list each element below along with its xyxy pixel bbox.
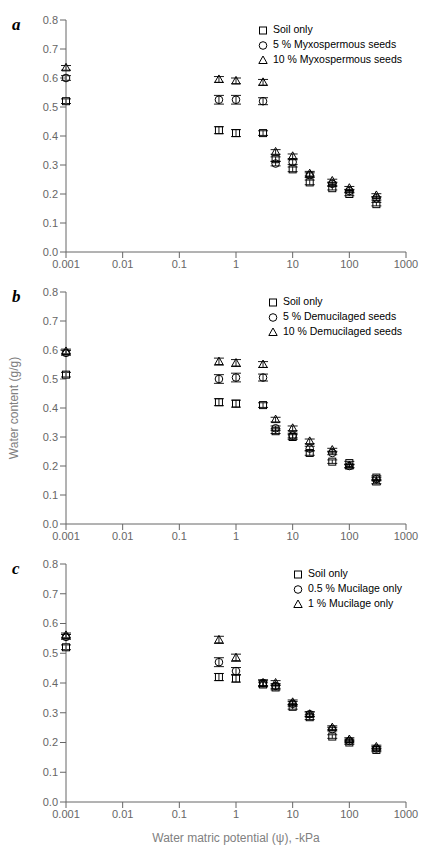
- svg-text:0.3: 0.3: [43, 431, 58, 443]
- svg-text:1: 1: [233, 808, 239, 820]
- svg-text:0.1: 0.1: [43, 217, 58, 229]
- svg-text:0.2: 0.2: [43, 188, 58, 200]
- svg-text:0.0: 0.0: [43, 246, 58, 258]
- svg-text:0.7: 0.7: [43, 315, 58, 327]
- svg-text:10: 10: [287, 808, 299, 820]
- svg-text:0.1: 0.1: [43, 489, 58, 501]
- svg-text:Water matric potential (ψ), -k: Water matric potential (ψ), -kPa: [152, 831, 320, 845]
- svg-text:0.7: 0.7: [43, 43, 58, 55]
- svg-text:0.4: 0.4: [43, 402, 58, 414]
- html-text:b: b: [12, 287, 21, 306]
- svg-text:1000: 1000: [394, 808, 418, 820]
- html-text:c: c: [12, 559, 20, 578]
- svg-text:Water content (g/g): Water content (g/g): [8, 357, 21, 459]
- html-text:Soil only: Soil only: [308, 567, 348, 579]
- html-text:5 % Demucilaged seeds: 5 % Demucilaged seeds: [282, 310, 397, 322]
- html-text:Soil only: Soil only: [273, 23, 313, 35]
- svg-text:1: 1: [233, 530, 239, 542]
- svg-text:100: 100: [340, 808, 358, 820]
- svg-text:0.8: 0.8: [43, 14, 58, 26]
- svg-text:0.2: 0.2: [43, 736, 58, 748]
- svg-text:0.1: 0.1: [172, 530, 187, 542]
- svg-text:0.0: 0.0: [43, 796, 58, 808]
- svg-text:0.001: 0.001: [52, 258, 80, 270]
- svg-text:0.8: 0.8: [43, 286, 58, 298]
- svg-text:0.4: 0.4: [43, 677, 58, 689]
- svg-text:0.1: 0.1: [172, 808, 187, 820]
- html-text:a: a: [12, 15, 21, 34]
- svg-text:0.6: 0.6: [43, 617, 58, 629]
- svg-text:0.4: 0.4: [43, 130, 58, 142]
- svg-text:0.6: 0.6: [43, 72, 58, 84]
- svg-text:0.001: 0.001: [52, 808, 80, 820]
- svg-text:0.5: 0.5: [43, 101, 58, 113]
- svg-text:1000: 1000: [394, 530, 418, 542]
- svg-text:0.5: 0.5: [43, 647, 58, 659]
- svg-text:100: 100: [340, 530, 358, 542]
- html-text:Soil only: Soil only: [282, 295, 323, 307]
- svg-text:0.1: 0.1: [172, 258, 187, 270]
- svg-text:10: 10: [287, 258, 299, 270]
- svg-text:0.0: 0.0: [43, 518, 58, 530]
- svg-text:0.5: 0.5: [43, 373, 58, 385]
- html-text:0.5 % Mucilage only: 0.5 % Mucilage only: [308, 582, 402, 594]
- svg-text:1: 1: [233, 258, 239, 270]
- svg-text:0.2: 0.2: [43, 460, 58, 472]
- svg-text:0.01: 0.01: [112, 258, 133, 270]
- svg-text:0.01: 0.01: [112, 808, 133, 820]
- svg-text:100: 100: [340, 258, 358, 270]
- svg-text:0.001: 0.001: [52, 530, 80, 542]
- html-text:10 % Myxospermous seeds: 10 % Myxospermous seeds: [273, 53, 402, 65]
- svg-text:0.3: 0.3: [43, 707, 58, 719]
- html-text:10 % Demucilaged seeds: 10 % Demucilaged seeds: [282, 325, 402, 337]
- svg-text:0.3: 0.3: [43, 159, 58, 171]
- svg-text:0.8: 0.8: [43, 558, 58, 570]
- svg-text:1000: 1000: [394, 258, 418, 270]
- svg-text:0.1: 0.1: [43, 766, 58, 778]
- html-text:5 % Myxospermous seeds: 5 % Myxospermous seeds: [273, 38, 397, 50]
- svg-text:0.7: 0.7: [43, 588, 58, 600]
- svg-text:0.6: 0.6: [43, 344, 58, 356]
- svg-text:0.01: 0.01: [112, 530, 133, 542]
- html-text:1 % Mucilage only: 1 % Mucilage only: [308, 597, 394, 609]
- svg-text:10: 10: [287, 530, 299, 542]
